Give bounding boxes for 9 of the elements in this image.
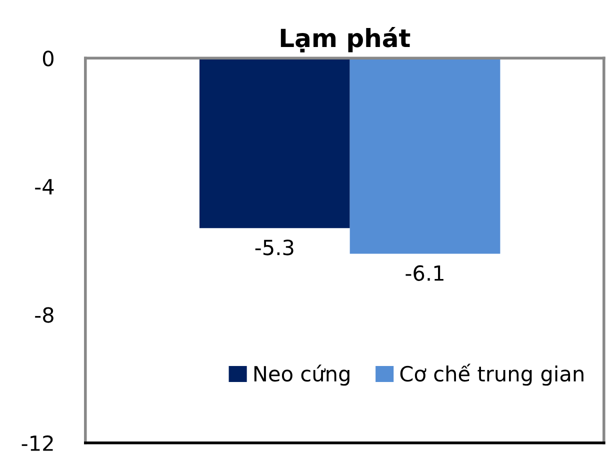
legend-label: Cơ chế trung gian xyxy=(400,364,584,386)
y-tick-label: -12 xyxy=(22,435,53,451)
chart-title: Lạm phát xyxy=(280,27,410,52)
y-tick-label: -8 xyxy=(35,307,54,323)
y-tick-label: -4 xyxy=(35,179,54,194)
data-label: -5.3 xyxy=(255,240,294,256)
legend-label: Neo cứng xyxy=(254,364,350,386)
y-tick-label: 0 xyxy=(42,50,54,66)
data-label: -6.1 xyxy=(406,265,444,281)
